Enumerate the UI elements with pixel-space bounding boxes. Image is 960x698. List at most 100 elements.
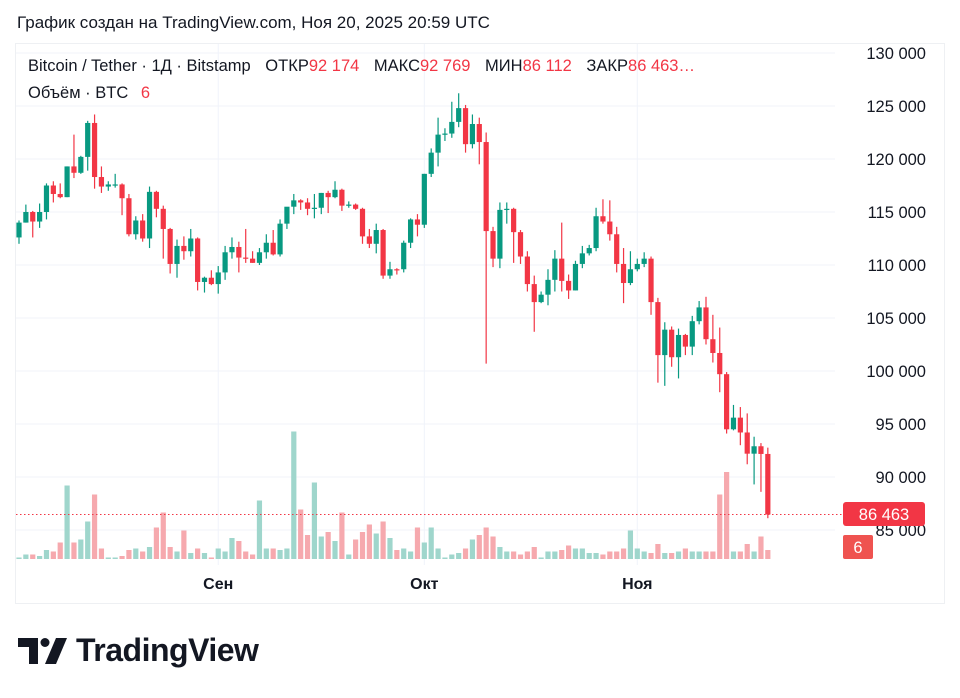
candle-body [696,307,702,322]
candle-body [435,134,441,153]
volume-bar [346,554,352,559]
volume-bar [146,547,153,559]
candle-body [675,334,682,358]
candle [359,207,366,244]
candle [744,413,750,465]
candle [442,128,448,141]
last-volume-badge-bg [843,535,873,559]
candle [476,117,482,165]
volume-bar [256,500,263,559]
candle-body [222,252,228,273]
candle-body [353,204,359,209]
candle-body [387,269,393,276]
candle-body [476,124,482,143]
candle [256,248,263,265]
candle-body [263,242,269,253]
legend-high-label: МАКС [373,57,420,75]
volume-bar [456,553,462,559]
candle [552,250,558,292]
candle [195,237,201,291]
candle [531,275,537,332]
volume-bar [188,553,194,559]
candle [105,181,111,191]
volume-bar [524,551,530,559]
x-tick-label: Ноя [622,576,652,593]
candle-body [256,252,263,263]
candle [23,204,29,223]
candle [401,240,407,273]
candle [641,252,647,268]
candle-body [174,245,180,264]
legend-open-value: 92 174 [308,57,360,75]
volume-bar [37,556,43,559]
volume-bar [23,554,29,559]
candle [71,134,77,179]
candle [483,132,489,364]
candle [655,297,661,383]
candle [765,447,771,519]
candle-body [91,122,98,178]
candle-body [284,206,290,224]
candle-body [620,263,627,284]
candle [263,234,269,259]
legend-volume: Объём · BTC 6 [28,84,150,103]
y-tick-label: 115 000 [868,204,926,222]
volume-bar [64,485,70,559]
candle-body [311,207,318,209]
candle-body [401,242,407,270]
volume-bar [469,539,476,559]
candle-body [291,200,297,207]
volume-bar [428,527,434,559]
volume-bar [552,551,558,559]
candle [201,276,208,293]
candle [682,333,688,356]
tradingview-logo[interactable]: TradingView [18,632,259,669]
candle-body [249,258,256,263]
volume-bar [50,551,56,559]
volume-bar [511,551,517,559]
candle [689,315,695,356]
candle-body [195,238,201,282]
candle-body [380,230,386,276]
volume-bar [751,551,757,559]
candle [64,166,70,198]
candle [394,268,400,275]
volume-bar [304,535,311,559]
candle-body [332,189,338,198]
candle [559,222,565,292]
y-tick-label: 125 000 [866,98,926,116]
candle [730,404,737,431]
volume-bar [421,542,427,559]
volume-bar [442,557,448,559]
candle [586,244,592,256]
candle [380,228,386,279]
volume-bar [105,557,111,559]
volume-bar [449,554,455,559]
candle-body [229,246,235,253]
candle-body [30,212,36,222]
candle-body [724,374,730,430]
y-tick-label: 100 000 [866,363,926,381]
volume-bar [758,536,764,559]
candle-body [64,166,70,198]
candle-body [566,280,572,291]
volume-bar [222,551,228,559]
volume-bar [703,551,709,559]
tradingview-logo-icon [18,637,67,664]
candle [112,173,118,188]
candle [524,251,530,292]
volume-bar [717,494,723,559]
candle-body [710,339,716,353]
volume-bar [545,551,551,559]
candle-body [133,220,139,235]
candle [620,248,627,304]
candle [407,218,414,249]
volume-bar [30,554,36,559]
candle-body [524,256,530,285]
candle [325,190,331,214]
candle-body [689,321,695,347]
y-tick-label: 130 000 [866,45,926,63]
candle [126,193,132,237]
volume-bar [201,553,208,559]
